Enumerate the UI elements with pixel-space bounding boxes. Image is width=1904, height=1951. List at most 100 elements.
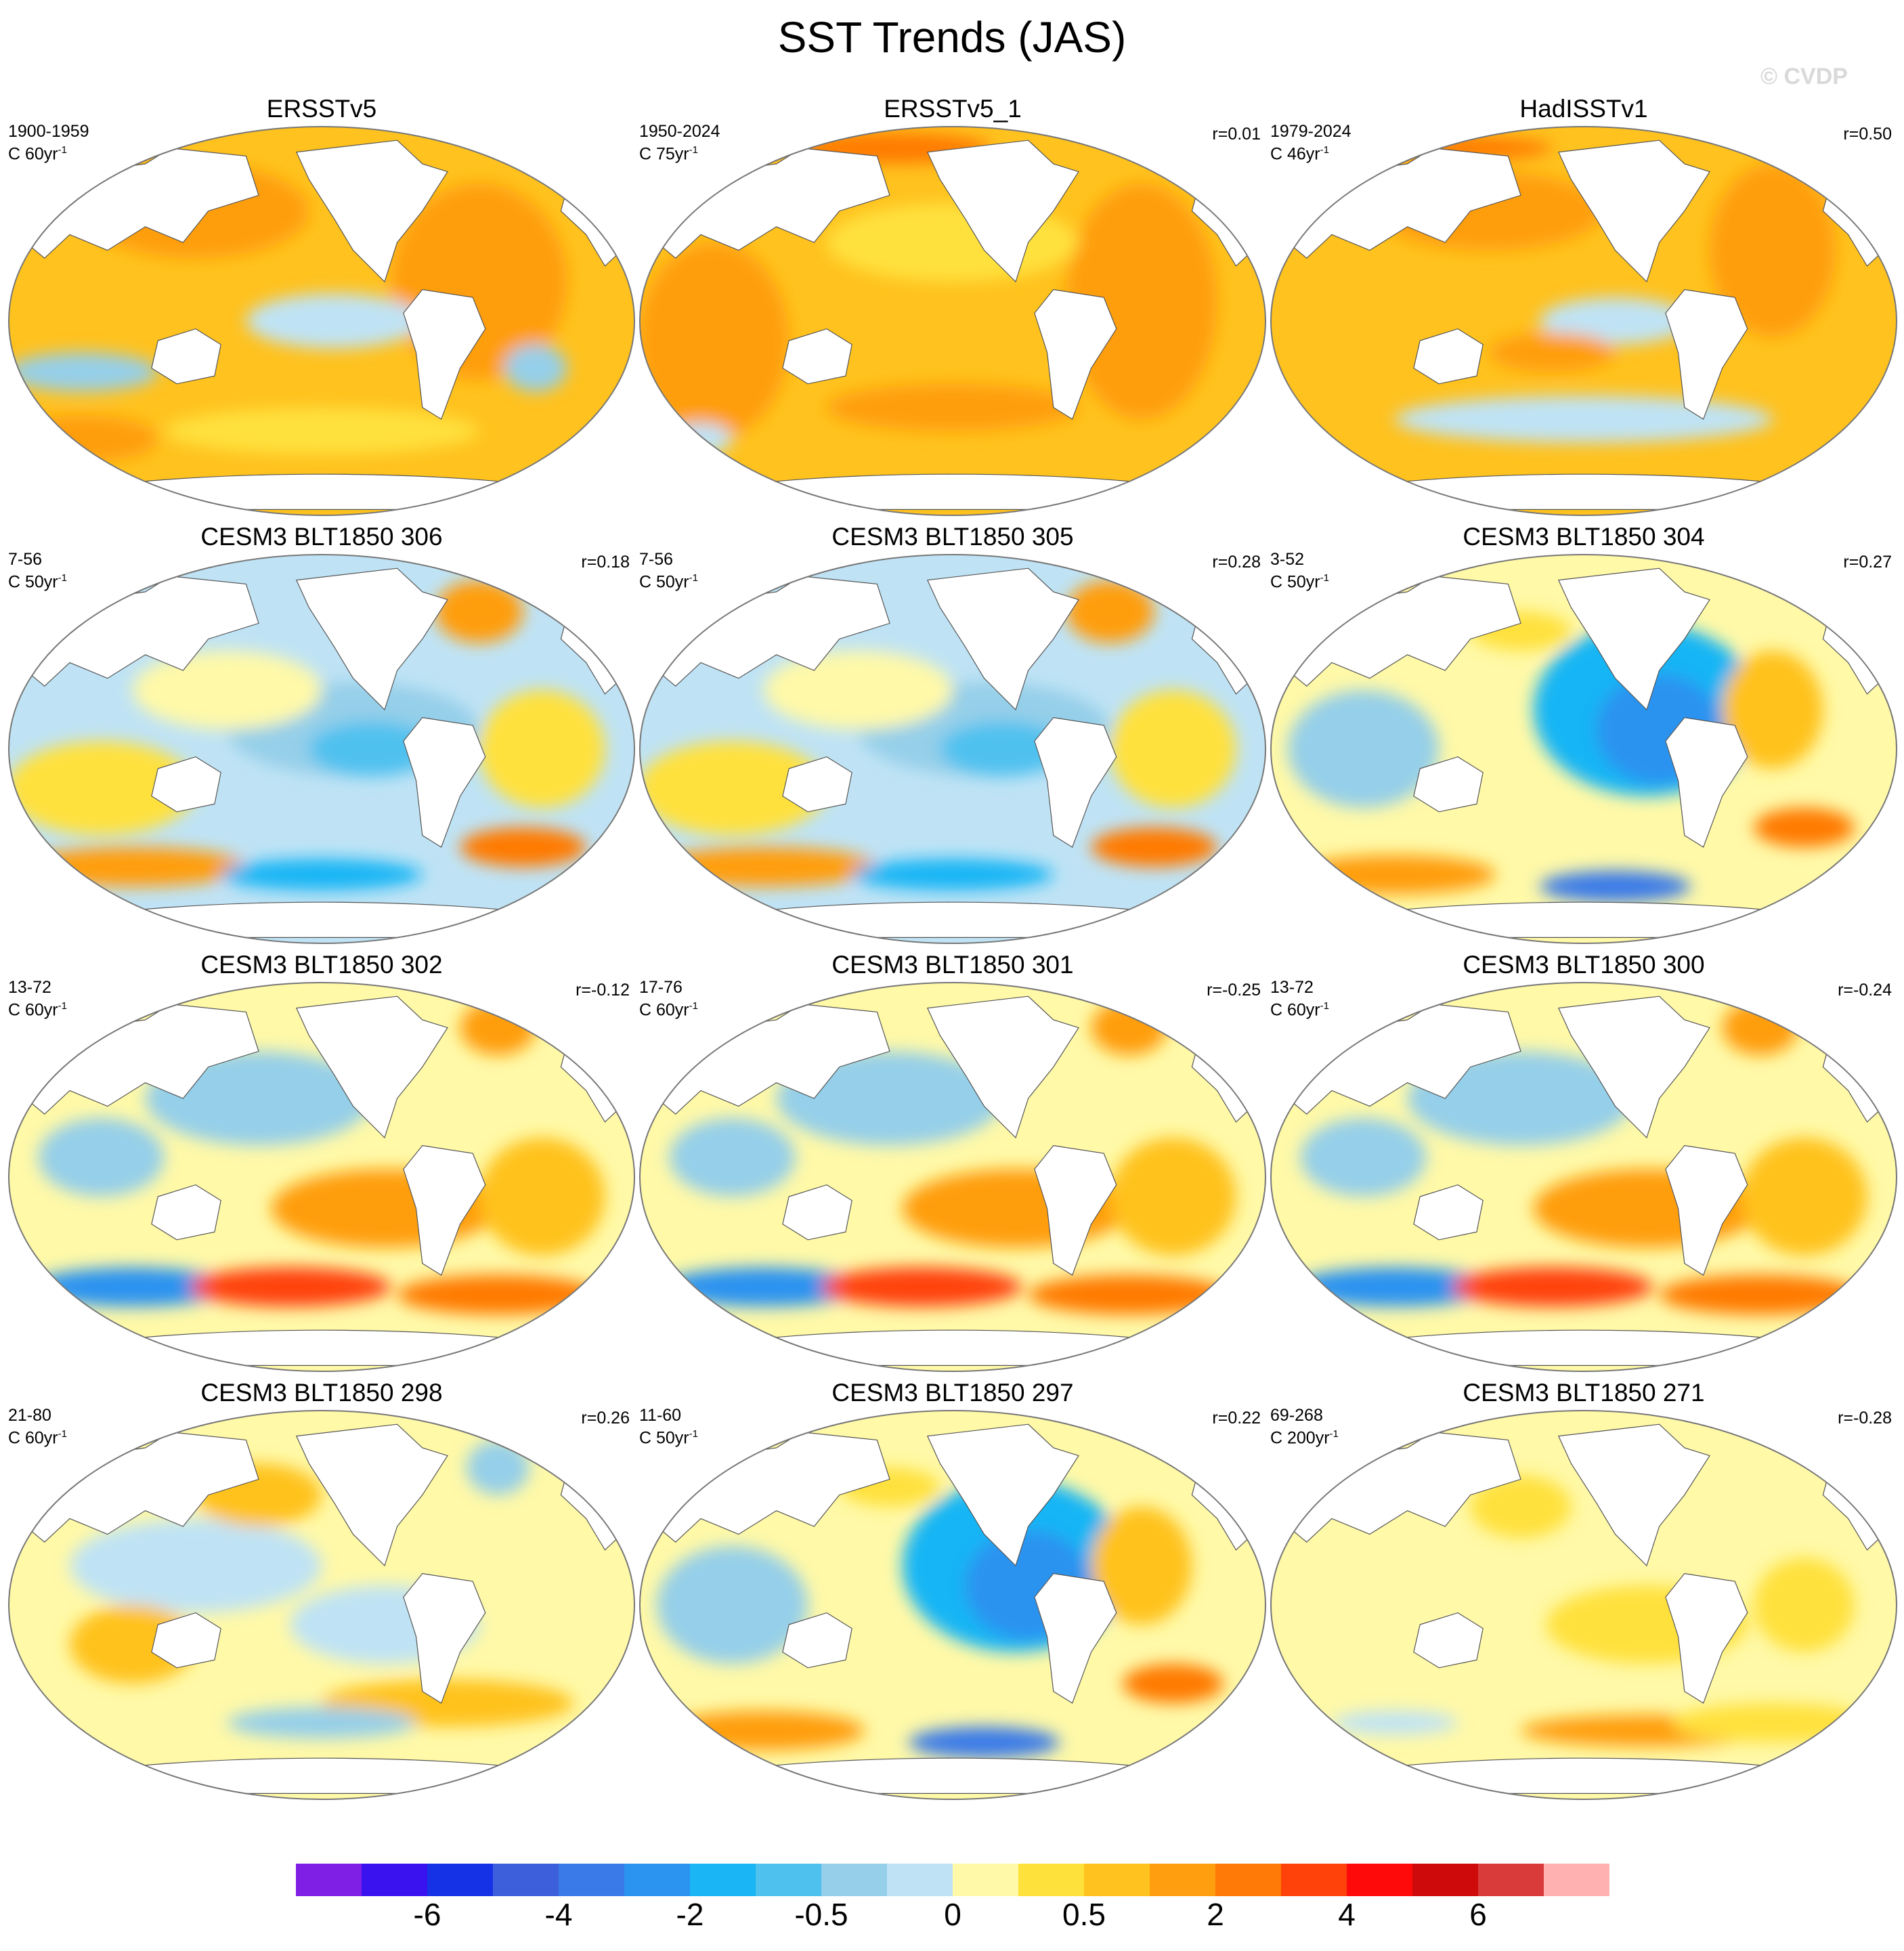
- pattern-correlation: r=-0.25: [1207, 981, 1261, 1000]
- sst-anomaly-region: [669, 1118, 796, 1197]
- colorbar-swatch: [756, 1864, 822, 1896]
- colorbar-tick-label: 6: [1469, 1897, 1487, 1932]
- land-mass: [151, 328, 221, 385]
- colorbar-tick-label: 4: [1338, 1897, 1356, 1932]
- sst-anomaly-region: [1722, 651, 1823, 769]
- map-panel: CESM3 BLT1850 306 7-56 C 50yr-1 r=0.18: [7, 523, 636, 949]
- colorbar-tick-label: 0: [944, 1897, 961, 1932]
- pattern-correlation: r=-0.24: [1838, 981, 1892, 1000]
- units-label: C 60yr-1: [8, 997, 67, 1019]
- sst-anomaly-region: [504, 344, 567, 392]
- sst-anomaly-region: [1710, 164, 1836, 337]
- sst-anomaly-region: [1741, 1138, 1867, 1256]
- units-label: C 200yr-1: [1270, 1425, 1339, 1447]
- panel-title: CESM3 BLT1850 302: [200, 951, 443, 979]
- colorbar-swatch: [1018, 1864, 1085, 1896]
- sst-anomaly-region: [246, 293, 423, 349]
- land-mass: [731, 473, 1175, 510]
- panel-title: CESM3 BLT1850 300: [1463, 951, 1705, 979]
- units-text: C 75yr: [639, 144, 689, 164]
- land-mass: [100, 473, 544, 510]
- units-label: C 50yr-1: [639, 569, 698, 591]
- sst-anomaly-region: [1300, 1118, 1427, 1197]
- sst-anomaly-region: [640, 242, 789, 439]
- sst-anomaly-region: [1451, 1267, 1653, 1307]
- pattern-correlation: r=0.27: [1843, 553, 1892, 572]
- units-exponent: -1: [1329, 1428, 1339, 1440]
- land-mass: [151, 756, 221, 813]
- sst-anomaly-region: [669, 423, 733, 455]
- sst-anomaly-region: [133, 651, 322, 729]
- sst-anomaly-region: [397, 1275, 599, 1314]
- land-mass: [782, 328, 852, 385]
- pattern-correlation: r=-0.28: [1838, 1409, 1892, 1428]
- units-text: C 60yr: [8, 1428, 58, 1448]
- sst-anomaly-region: [663, 1711, 865, 1751]
- map-plot: [639, 982, 1266, 1372]
- units-text: C 60yr: [8, 144, 58, 164]
- pattern-correlation: r=0.26: [581, 1409, 630, 1428]
- units-label: C 50yr-1: [8, 569, 67, 591]
- panel-title: ERSSTv5: [266, 95, 377, 123]
- map-plot: [1270, 554, 1897, 944]
- units-exponent: -1: [58, 572, 67, 584]
- panel-title: CESM3 BLT1850 297: [831, 1379, 1074, 1407]
- sst-anomaly-region: [1110, 690, 1236, 808]
- land-mass: [1362, 901, 1806, 938]
- colorbar-swatch: [1281, 1864, 1347, 1896]
- sst-anomaly-region: [1066, 580, 1154, 643]
- units-text: C 60yr: [8, 1000, 58, 1020]
- land-mass: [100, 1329, 544, 1366]
- map-boundary: [8, 554, 635, 944]
- sst-anomaly-region: [460, 1000, 536, 1056]
- map-plot: [8, 126, 635, 516]
- units-label: C 60yr-1: [8, 141, 67, 163]
- land-mass: [782, 1612, 852, 1669]
- pattern-correlation: r=0.50: [1843, 125, 1892, 144]
- map-plot: [1270, 982, 1897, 1372]
- land-mass: [1034, 1572, 1117, 1704]
- units-text: C 50yr: [1270, 572, 1320, 592]
- panel-title: ERSSTv5_1: [884, 95, 1022, 123]
- colorbar: [296, 1864, 1609, 1896]
- sst-anomaly-region: [19, 847, 246, 886]
- sst-anomaly-region: [479, 690, 605, 808]
- land-mass: [1413, 756, 1484, 813]
- units-exponent: -1: [58, 1000, 67, 1012]
- map-boundary: [639, 554, 1266, 944]
- land-mass: [1362, 1329, 1806, 1366]
- period-label: 1950-2024: [639, 122, 720, 141]
- land-mass: [1034, 1144, 1117, 1276]
- units-exponent: -1: [689, 1000, 698, 1012]
- map-plot: [639, 1410, 1266, 1800]
- sst-anomaly-region: [1066, 184, 1217, 419]
- units-exponent: -1: [689, 572, 698, 584]
- map-panel: ERSSTv5 1900-1959 C 60yr-1: [7, 95, 636, 521]
- units-exponent: -1: [689, 144, 698, 156]
- period-label: 3-52: [1270, 550, 1305, 569]
- panel-title: HadISSTv1: [1519, 95, 1648, 123]
- sst-anomaly-region: [309, 721, 435, 777]
- land-mass: [403, 1572, 486, 1704]
- sst-anomaly-region: [1489, 333, 1616, 372]
- sst-anomaly-region: [640, 741, 827, 836]
- sst-anomaly-region: [1754, 1558, 1855, 1652]
- land-mass: [1413, 1184, 1484, 1241]
- land-mass: [1557, 1423, 1710, 1567]
- units-exponent: -1: [1320, 572, 1329, 584]
- colorbar-swatch: [1544, 1864, 1609, 1896]
- sst-anomaly-region: [1110, 1138, 1236, 1256]
- sst-anomaly-region: [1091, 828, 1217, 867]
- map-panel: CESM3 BLT1850 297 11-60 C 50yr-1 r=0.22: [638, 1379, 1268, 1805]
- sst-anomaly-region: [9, 415, 158, 463]
- colorbar-tick-label: 2: [1207, 1897, 1224, 1932]
- sst-anomaly-region: [227, 1707, 416, 1739]
- map-boundary: [1270, 1410, 1897, 1800]
- map-plot: [639, 126, 1266, 516]
- land-mass: [1034, 288, 1117, 420]
- map-boundary: [8, 1410, 635, 1800]
- colorbar-swatch: [1478, 1864, 1544, 1896]
- pattern-correlation: r=0.22: [1212, 1409, 1261, 1428]
- units-exponent: -1: [1320, 1000, 1329, 1012]
- units-exponent: -1: [689, 1428, 698, 1440]
